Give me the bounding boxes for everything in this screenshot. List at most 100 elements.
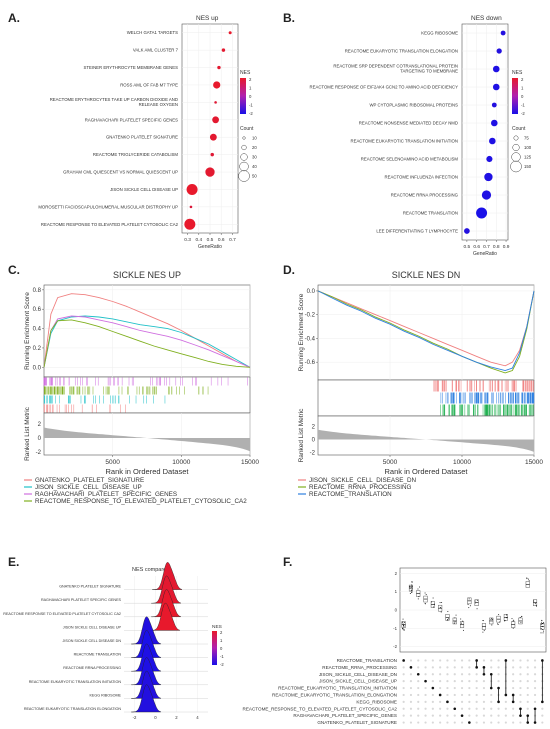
panel-f-tick-label-y: 2 xyxy=(395,571,398,576)
panel-f-matrix-dot xyxy=(439,680,442,683)
panel-c-legend-label: GNATENKO_PLATELET_SIGNATURE xyxy=(35,477,144,484)
panel-f-matrix-dot xyxy=(417,714,420,717)
panel-c-es-area xyxy=(43,284,251,378)
panel-e-nes-colorbar xyxy=(212,631,217,665)
panel-a-legend-count-tick: 40 xyxy=(252,164,257,169)
panel-f-point xyxy=(535,605,537,607)
panel-a-legend-nes-title: NES xyxy=(240,70,251,76)
panel-f-matrix-dot xyxy=(541,707,544,710)
panel-f-matrix-dot xyxy=(482,714,486,717)
panel-f-tick-label-y: -2 xyxy=(393,644,397,649)
panel-f-point xyxy=(528,580,530,582)
panel-f-point xyxy=(540,627,542,629)
panel-a-legend-nes-tick: 1 xyxy=(249,86,252,91)
panel-f-matrix-dot xyxy=(446,673,449,676)
panel-d-series-line xyxy=(317,290,535,367)
panel-f-matrix-dot xyxy=(453,714,456,717)
panel-b-category-label: REACTOME NONSENSE MEDIATED DECAY NMD xyxy=(359,121,458,126)
panel-a-legend-count-tick: 20 xyxy=(252,145,257,150)
panel-f-point xyxy=(424,592,426,594)
panel-f-point xyxy=(460,618,462,620)
panel-f-matrix-dot xyxy=(482,693,486,697)
panel-f-matrix-dot xyxy=(409,693,413,697)
panel-a-dot xyxy=(189,205,193,209)
panel-f-matrix-dot xyxy=(526,707,529,710)
panel-f-point xyxy=(453,622,455,624)
panel-e-category-label: JISON SICKLE CELL DISEASE UP xyxy=(63,625,122,629)
panel-f-matrix-dot xyxy=(439,707,442,710)
panel-f-point xyxy=(541,626,543,628)
panel-f-matrix-dot xyxy=(402,673,405,676)
panel-f-matrix-dot xyxy=(468,693,471,697)
panel-d-tick-label-y: -0.6 xyxy=(305,360,316,366)
panel-b-legend-nes-title: NES xyxy=(512,70,523,76)
panel-a-category-label: GNATENKO PLATELET SIGNATURE xyxy=(106,135,178,140)
panel-f-point xyxy=(410,587,412,589)
panel-a-legend-count-title: Count xyxy=(240,126,254,132)
panel-a-tick-label-x: 0.6 xyxy=(218,237,225,243)
panel-f-set-label: GNATENKO_PLATELET_SIGNATURE xyxy=(317,720,397,725)
panel-f-matrix-dot xyxy=(533,673,537,676)
panel-f-matrix-dot xyxy=(533,666,537,669)
panel-a-category-label: RELEASE OXYGEN xyxy=(139,102,178,107)
panel-f-matrix-dot xyxy=(533,693,537,697)
panel-f-matrix-dot xyxy=(482,721,486,724)
panel-f-point xyxy=(440,611,442,613)
panel-f-point xyxy=(411,581,413,583)
panel-e-ridge xyxy=(150,602,180,631)
panel-b-category-label: REACTOME RRNA PROCESSING xyxy=(391,193,459,198)
panel-f-matrix-dot xyxy=(526,686,529,690)
panel-f-matrix-dot xyxy=(431,659,434,662)
panel-f-matrix-dot xyxy=(417,686,420,690)
panel-f-matrix-dot-active xyxy=(489,686,493,690)
panel-c-series-line xyxy=(43,315,251,368)
panel-f-matrix-dot-active xyxy=(526,714,530,717)
panel-b-dot xyxy=(464,228,470,234)
panel-b-nes-colorbar xyxy=(512,78,518,114)
panel-f-matrix-dot xyxy=(475,686,478,690)
panel-f-matrix-dot-active xyxy=(489,672,493,676)
panel-f-point xyxy=(404,621,406,623)
panel-f-point xyxy=(433,603,435,605)
panel-f-set-label: REACTOME_TRANSLATION xyxy=(337,658,397,663)
panel-d-ylabel2: Ranked List Metric xyxy=(298,408,305,463)
panel-f-matrix-dot xyxy=(424,721,427,724)
panel-f-matrix-dot xyxy=(431,707,434,710)
panel-e-category-label: REACTOME RESPONSE TO ELEVATED PLATELET C… xyxy=(3,612,121,616)
panel-f-point xyxy=(541,623,543,625)
panel-f-point xyxy=(476,608,478,610)
panel-c-tick-label-x: 15000 xyxy=(241,459,259,466)
panel-f-point xyxy=(526,578,528,580)
panel-f-matrix-dot-active xyxy=(402,659,405,662)
panel-f-matrix-dot xyxy=(424,659,427,662)
panel-d-tick-label-x: 5000 xyxy=(383,459,398,466)
panel-a-dot xyxy=(210,152,214,157)
panel-f-tick-label-y: -1 xyxy=(393,626,397,631)
panel-f-matrix-dot xyxy=(526,666,529,669)
panel-d-title: SICKLE NES DN xyxy=(392,270,461,280)
panel-d-ylabel: Running Enrichment Score xyxy=(298,293,305,371)
panel-d-xlabel: Rank in Ordered Dataset xyxy=(385,467,469,476)
panel-a-category-label: ROSS AML OF FAB M7 TYPE xyxy=(120,82,178,87)
panel-b-category-label: REACTOME SRP DEPENDENT COTRANSLATIONAL P… xyxy=(333,64,458,69)
panel-f-matrix-dot xyxy=(460,680,464,683)
panel-f-matrix-dot xyxy=(533,700,537,703)
panel-f-matrix-dot xyxy=(431,693,434,697)
panel-f-point xyxy=(448,618,450,620)
panel-f-point xyxy=(491,618,493,620)
panel-a-category-label: VALK AML CLUSTER 7 xyxy=(133,48,179,53)
panel-b-dot xyxy=(486,155,493,163)
panel-d-tick-label-x: 10000 xyxy=(453,459,471,466)
panel-c-series-line xyxy=(43,319,251,368)
panel-f-matrix-dot xyxy=(453,680,456,683)
panel-f-point xyxy=(475,602,477,604)
panel-f-matrix-dot xyxy=(402,714,405,717)
panel-f-matrix-dot xyxy=(475,693,478,697)
panel-f-point xyxy=(534,603,536,605)
panel-f-point xyxy=(483,630,485,632)
panel-f-matrix-dot xyxy=(439,659,442,662)
panel-f-set-label: JISON_SICKLE_CELL_DISEASE_DN xyxy=(319,672,397,677)
panel-f-matrix-dot-active xyxy=(475,666,478,669)
panel-a-legend-count-circle xyxy=(240,153,248,161)
